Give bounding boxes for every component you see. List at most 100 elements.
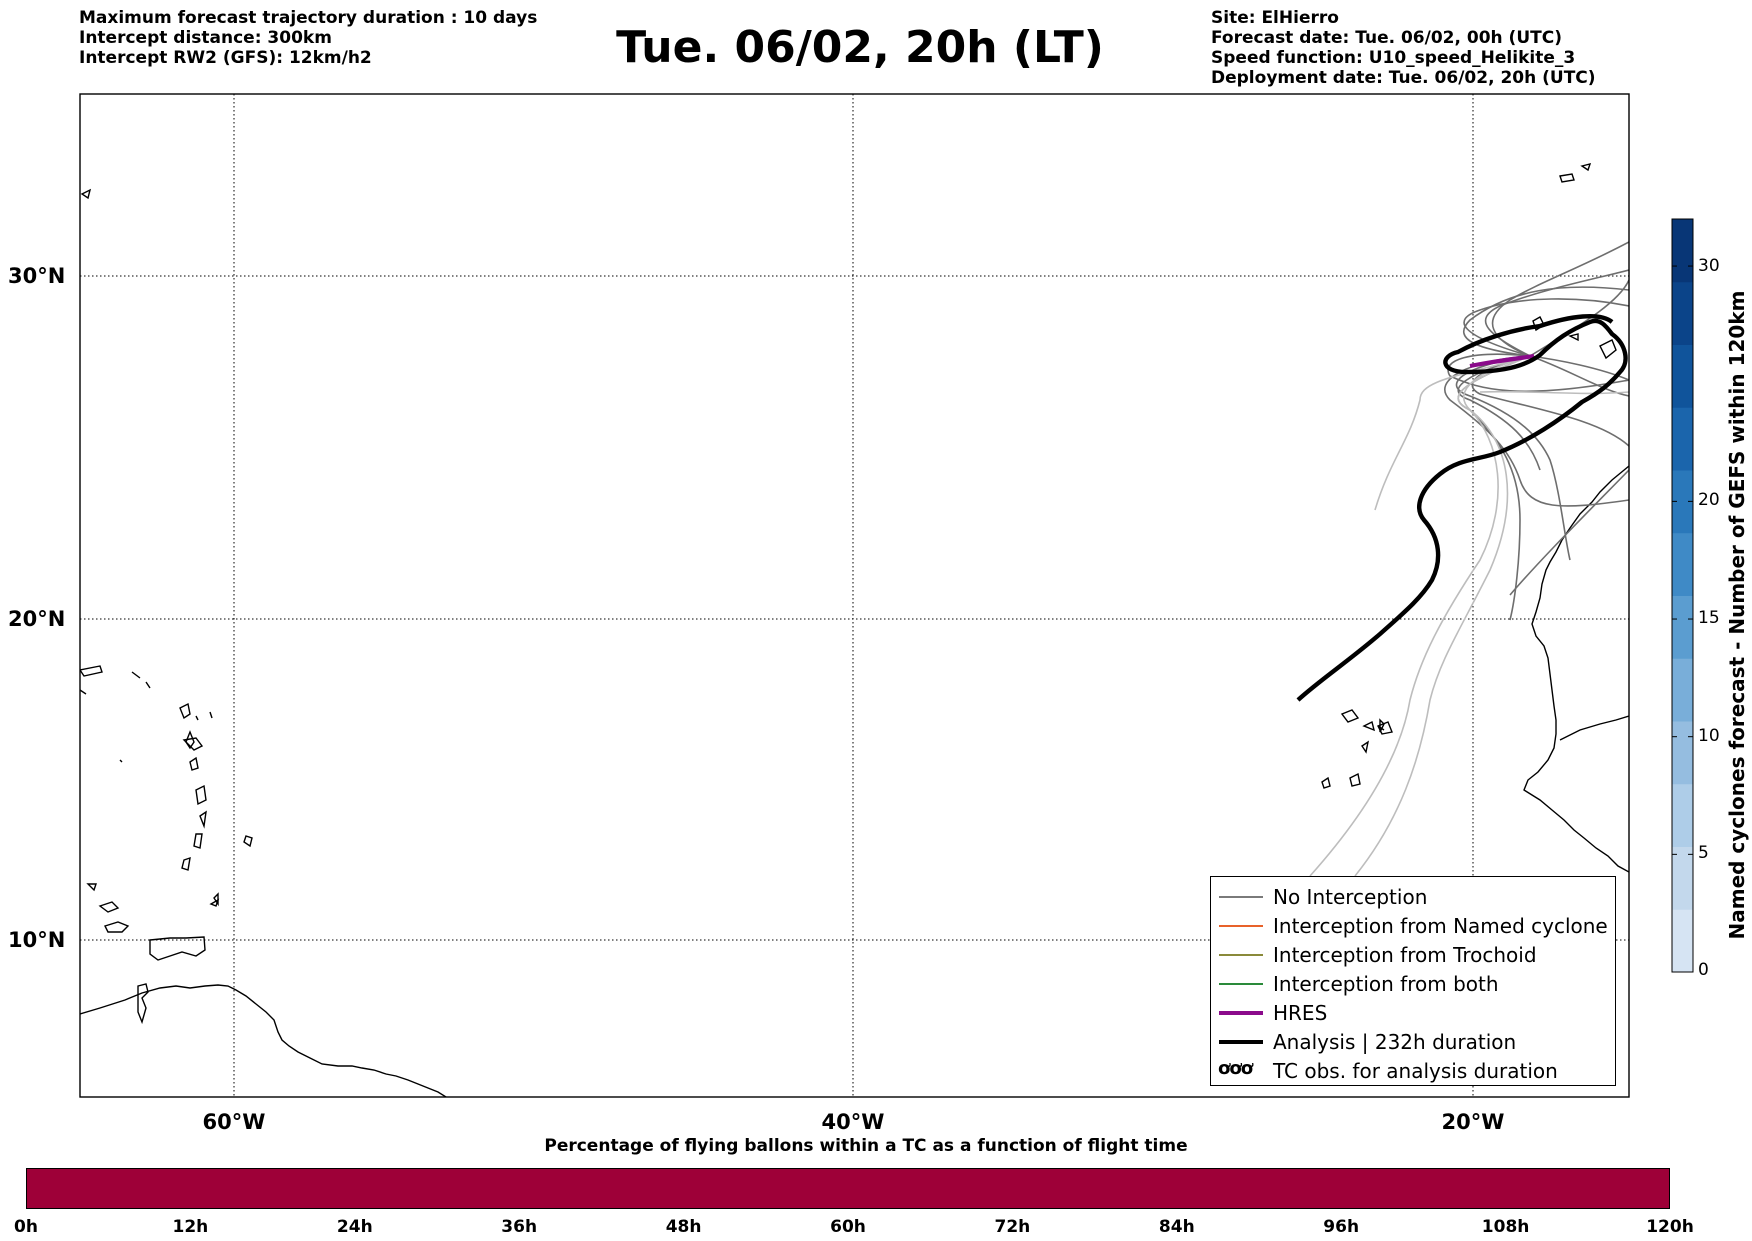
analysis-trajectory [1296,314,1628,702]
legend-item-no-interception: No Interception [1211,883,1615,912]
gridlines [80,94,1629,1097]
percentage-bar-tick-label: 108h [1481,1217,1530,1237]
colorbar-tick-label: 15 [1698,608,1720,628]
colorbar-segment [1672,470,1693,534]
colorbar-tick-label: 30 [1698,256,1720,276]
forecast-date-text: Forecast date: Tue. 06/02, 00h (UTC) [1211,28,1562,48]
lon-label-20w: 20°W [1441,1110,1505,1134]
faint-trajectories [1309,355,1629,877]
trajectory-no-interception [1455,355,1571,561]
header-left-info: Maximum forecast trajectory duration : 1… [79,8,537,68]
coastline-island-b [209,711,213,719]
coastline-puerto-rico [80,665,103,677]
colorbar [1672,219,1693,973]
coastline-lesser-antilles-4 [199,810,207,829]
percentage-bar-tick-label: 120h [1646,1217,1694,1237]
coastline-west-africa [1523,465,1629,873]
colorbar-tick-label: 5 [1698,843,1709,863]
map-frame [79,93,1630,1098]
trajectory-faint [1309,355,1531,877]
tc-obs-symbol-icon: ơơơ [1218,1058,1253,1079]
trajectory-no-interception [1463,286,1629,357]
colorbar-segment [1672,658,1693,722]
deployment-date-text: Deployment date: Tue. 06/02, 20h (UTC) [1211,68,1596,88]
intercept-distance-text: Intercept distance: 300km [79,28,332,48]
coastline-antigua [179,702,191,720]
coastline-aruba [86,883,97,892]
coastline-canary-3 [1567,333,1579,342]
percentage-bar-tick-label: 84h [1158,1217,1195,1237]
colorbar-segment [1672,344,1693,408]
legend-item-trochoid: Interception from Trochoid [1211,941,1615,970]
coastline-gulf-guinea [1559,715,1629,741]
percentage-bar-tick-label: 24h [336,1217,373,1237]
coastline-cape-verde-2 [1362,720,1376,732]
percentage-bar-tick-label: 96h [1323,1217,1360,1237]
colorbar-tick-label: 20 [1698,490,1720,510]
legend-swatch-analysis [1219,1040,1263,1044]
no-interception-trajectories [1444,241,1629,621]
legend-swatch-trochoid [1219,954,1263,956]
coastline-paria [104,921,130,933]
coastline-grenadines [137,983,149,1025]
trajectory-faint [1479,390,1629,395]
colorbar-segment [1672,783,1693,847]
coastline-south-america [80,984,447,1097]
colorbar-segment [1672,281,1693,345]
page-title: Tue. 06/02, 20h (LT) [616,22,1104,73]
percentage-bar-tick-label: 72h [994,1217,1031,1237]
coastline-lesser-antilles-3 [195,784,207,806]
legend-item-named-cyclone: Interception from Named cyclone [1211,912,1615,941]
colorbar-segment [1672,532,1693,596]
site-text: Site: ElHierro [1211,8,1339,28]
lon-label-40w: 40°W [821,1110,885,1134]
trajectory-no-interception [1463,298,1629,357]
colorbar-tick-label: 0 [1698,960,1709,980]
legend-label: HRES [1273,1001,1328,1025]
percentage-bar [26,1168,1670,1209]
coastline-lesser-antilles-2 [189,756,199,771]
coastline-trinidad-venezuela [149,936,206,961]
coastline-cape-verde-4 [1377,725,1385,731]
percentage-bar-tick-label: 12h [172,1217,209,1237]
trajectory-faint [1354,355,1531,877]
trajectory-no-interception [1484,269,1629,357]
percentage-bar-tick-label: 60h [830,1217,866,1237]
coastline-cape-verde-7 [1321,776,1331,789]
coastline-tobago [209,898,220,907]
colorbar-segment [1672,219,1693,283]
legend-item-analysis: Analysis | 232h duration [1211,1028,1615,1057]
trajectory-no-interception [1444,355,1629,507]
coastline-canary-2 [1599,339,1617,360]
colorbar-segment [1672,595,1693,659]
coastline-virgin-islands [131,671,151,689]
intercept-rw2-text: Intercept RW2 (GFS): 12km/h2 [79,48,372,68]
legend-label: Interception from both [1273,972,1499,996]
colorbar-tick-label: 10 [1698,726,1720,746]
coastline-cape-verde-1 [1340,709,1360,723]
coastline-island-c [119,759,123,763]
legend-swatch-both [1219,983,1263,985]
percentage-bar-title: Percentage of flying ballons within a TC… [544,1136,1188,1156]
legend-label: Interception from Named cyclone [1273,914,1608,938]
coastline-barbados [243,835,253,848]
coastline-curacao [98,901,120,913]
hres-trajectory [1469,354,1535,368]
legend-swatch-hres [1219,1011,1263,1015]
legend-label: TC obs. for analysis duration [1273,1059,1558,1083]
trajectory-no-interception [1529,355,1629,397]
colorbar-frame [1671,218,1694,973]
coastline-lesser-antilles-6 [181,856,191,871]
colorbar-segment [1672,721,1693,785]
coastline-guadeloupe [182,737,204,751]
legend-label: Interception from Trochoid [1273,943,1537,967]
colorbar-segment [1672,909,1693,973]
colorbar-segment [1672,407,1693,471]
coastline-madeira-2 [1580,163,1592,172]
coastline-cape-verde-5 [1379,718,1385,733]
colorbar-title: Named cyclones forecast - Number of GEFS… [1725,290,1749,940]
coastline-madeira [1559,173,1575,183]
legend-swatch-named-cyclone [1219,925,1263,927]
lat-label-20n: 20°N [8,607,66,631]
legend-label: Analysis | 232h duration [1273,1030,1517,1054]
